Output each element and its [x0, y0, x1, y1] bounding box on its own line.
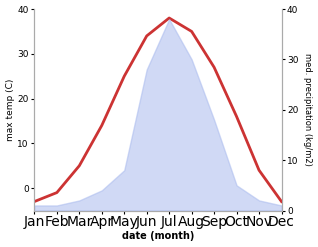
Y-axis label: med. precipitation (kg/m2): med. precipitation (kg/m2) — [303, 53, 313, 166]
X-axis label: date (month): date (month) — [122, 231, 194, 242]
Y-axis label: max temp (C): max temp (C) — [5, 79, 15, 141]
